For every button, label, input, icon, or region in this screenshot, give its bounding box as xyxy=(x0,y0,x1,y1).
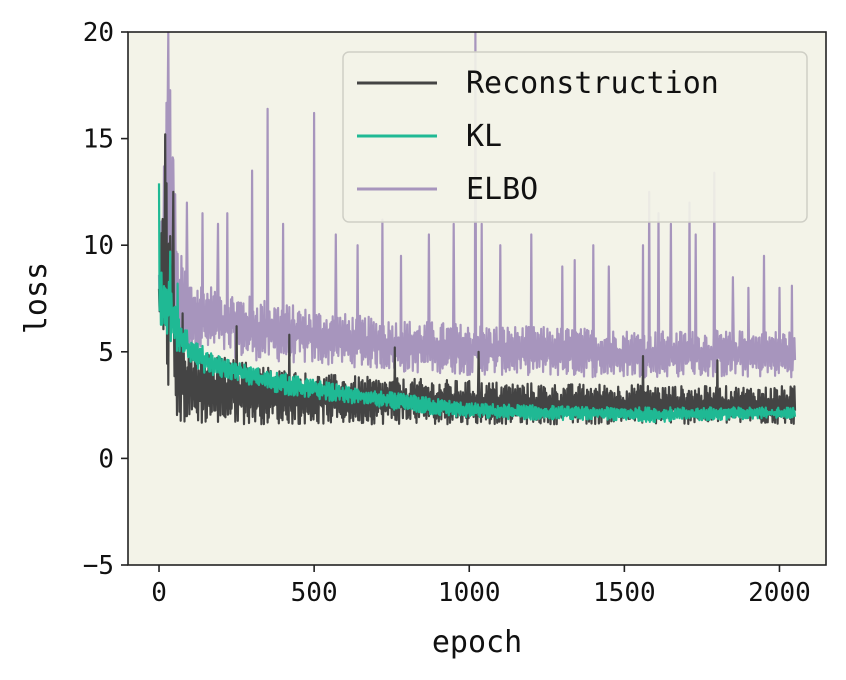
y-tick-label: 0 xyxy=(98,444,114,474)
y-axis: −5 0 5 10 15 20 xyxy=(83,18,128,581)
y-axis-label: loss xyxy=(19,262,54,334)
series-line-kl xyxy=(157,183,797,424)
legend: Reconstruction KL ELBO xyxy=(342,51,808,223)
legend-label: Reconstruction xyxy=(466,66,719,101)
legend-box xyxy=(342,51,808,223)
x-tick-label: 500 xyxy=(291,578,338,608)
y-tick-label: 15 xyxy=(83,125,114,155)
x-tick-label: 1000 xyxy=(438,578,501,608)
y-tick-label: 10 xyxy=(83,231,114,261)
x-tick-label: 2000 xyxy=(748,578,811,608)
plot-frame xyxy=(127,31,827,566)
y-tick-label: −5 xyxy=(83,551,114,581)
series-line-elbo xyxy=(157,32,797,379)
legend-label: KL xyxy=(466,119,502,154)
series-layer xyxy=(157,32,797,426)
x-tick-label: 1500 xyxy=(593,578,656,608)
y-tick-label: 5 xyxy=(98,338,114,368)
y-tick-label: 20 xyxy=(83,18,114,48)
x-axis: 0 500 1000 1500 2000 xyxy=(151,565,811,608)
legend-label: ELBO xyxy=(466,172,538,207)
x-axis-label: epoch xyxy=(432,625,522,660)
x-tick-label: 0 xyxy=(151,578,167,608)
